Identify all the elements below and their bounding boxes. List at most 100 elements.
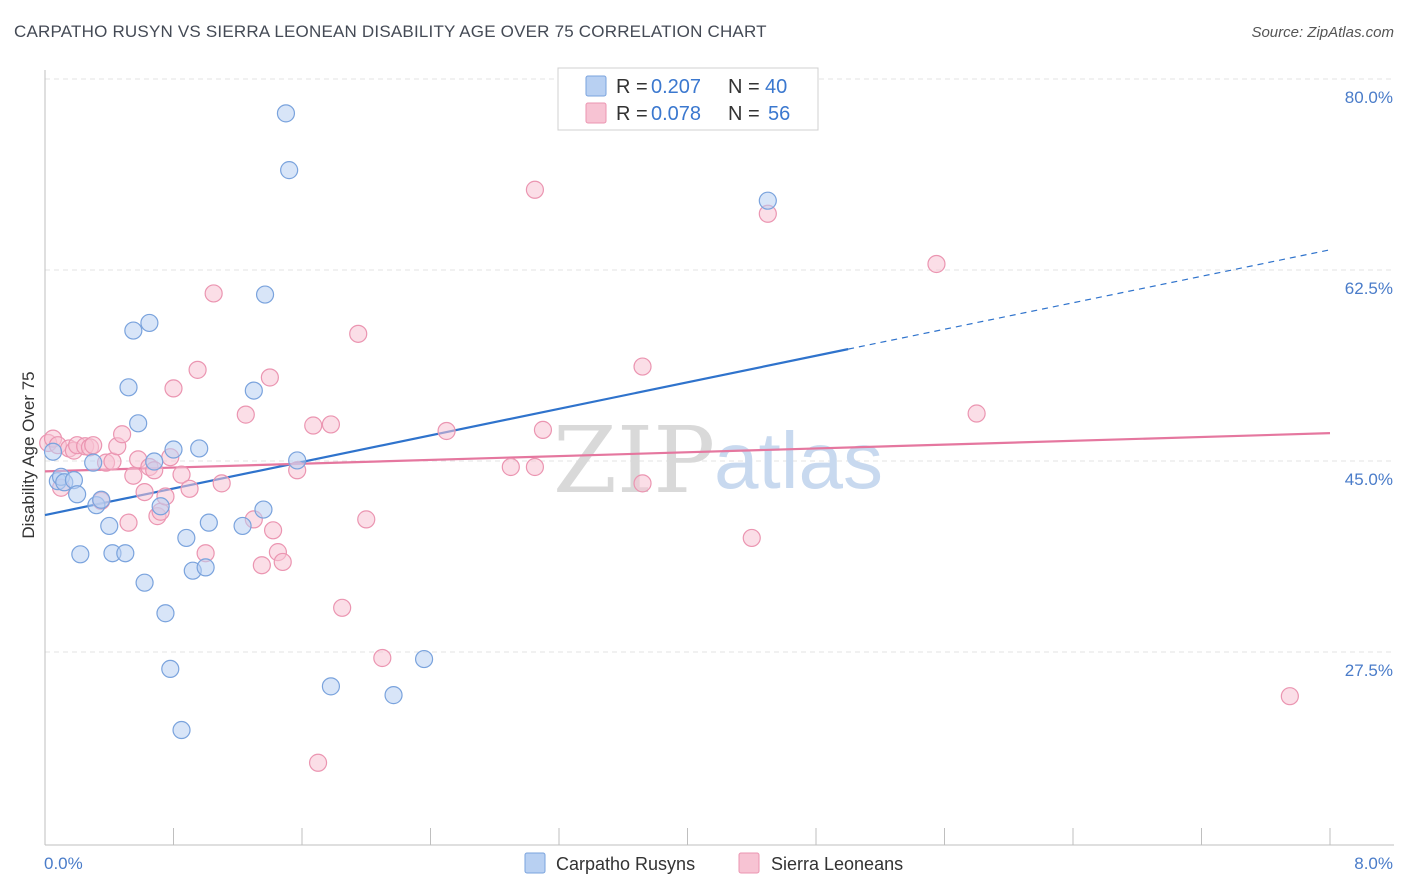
source-credit: Source: ZipAtlas.com (1251, 24, 1394, 41)
chart-title: CARPATHO RUSYN VS SIERRA LEONEAN DISABIL… (14, 22, 767, 41)
sierra-point (180, 479, 199, 498)
sierra-trend-line (44, 432, 1331, 473)
y-tick-label: 62.5% (1345, 279, 1393, 298)
series-legend-label-carpatho: Carpatho Rusyns (556, 854, 695, 874)
y-axis-label: Disability Age Over 75 (19, 371, 38, 538)
sierra-point (273, 552, 292, 572)
carpatho-point (172, 720, 191, 740)
carpatho-trend-extrapolation (848, 249, 1331, 350)
carpatho-point (100, 516, 119, 536)
sierra-point (742, 528, 761, 548)
series-legend-swatch-sierra (738, 852, 760, 874)
carpatho-point (190, 439, 209, 458)
carpatho-point (276, 104, 296, 123)
carpatho-point (384, 686, 403, 705)
carpatho-point (254, 500, 273, 519)
legend-r-value-1: 0.207 (651, 76, 701, 98)
watermark-atlas: atlas (714, 416, 883, 505)
legend-n-label-2: N = (728, 103, 760, 125)
legend-r-value-2: 0.078 (651, 103, 701, 125)
legend-r-label-2: R = (616, 103, 648, 125)
sierra-point (437, 421, 456, 441)
x-tick-label-min: 0.0% (44, 854, 83, 873)
sierra-point (373, 648, 392, 668)
axes (44, 70, 1394, 846)
sierra-point (304, 416, 323, 435)
sierra-point (212, 474, 231, 493)
carpatho-point (196, 558, 215, 577)
sierra-point (349, 324, 368, 343)
sierra-point (525, 457, 545, 477)
carpatho-point (43, 442, 63, 461)
sierra-point (103, 452, 122, 471)
sierra-point (260, 368, 279, 387)
grid-lines (45, 78, 1394, 653)
sierra-point (1280, 687, 1299, 706)
carpatho-point (68, 485, 87, 504)
carpatho-point (124, 321, 143, 340)
sierra-point (172, 465, 191, 484)
carpatho-point (280, 161, 299, 180)
sierra-point (308, 753, 328, 772)
carpatho-point (758, 191, 777, 210)
sierra-point (967, 404, 986, 423)
sierra-point (333, 598, 352, 617)
carpatho-point (156, 604, 175, 623)
sierra-point (533, 420, 553, 439)
sierra-point (525, 180, 545, 199)
series-legend-swatch-carpatho (524, 852, 546, 874)
sierra-point (135, 482, 154, 502)
sierra-point (633, 474, 652, 493)
sierra-point (84, 436, 103, 455)
sierra-point (164, 379, 183, 398)
y-tick-label: 45.0% (1345, 470, 1393, 489)
series-legend-label-sierra: Sierra Leoneans (771, 854, 903, 874)
carpatho-point (177, 528, 196, 548)
legend-r-label-1: R = (616, 76, 648, 98)
carpatho-point (164, 440, 183, 459)
sierra-point (321, 415, 341, 434)
carpatho-point (145, 452, 164, 471)
x-tick-label-max: 8.0% (1354, 854, 1393, 873)
watermark: ZIP atlas (553, 407, 883, 514)
sierra-point (124, 466, 143, 485)
carpatho-point (414, 649, 434, 669)
legend-swatch-sierra (585, 102, 607, 124)
sierra-point (633, 357, 652, 376)
carpatho-point (116, 544, 135, 563)
sierra-point (236, 405, 255, 424)
legend-n-label-1: N = (728, 76, 760, 98)
series-legend: Carpatho Rusyns Sierra Leoneans (524, 852, 903, 874)
carpatho-point (119, 378, 138, 397)
tick-labels: 27.5% 45.0% 62.5% 80.0% 0.0% 8.0% (44, 88, 1393, 873)
sierra-point (252, 556, 271, 575)
carpatho-point (151, 497, 170, 516)
stats-legend: R = 0.207 N = 40 R = 0.078 N = 56 (557, 67, 819, 131)
sierra-point (204, 284, 223, 303)
y-tick-label: 27.5% (1345, 661, 1393, 680)
carpatho-point (135, 573, 154, 592)
legend-swatch-carpatho (585, 75, 607, 97)
carpatho-point (140, 313, 159, 333)
sierra-point (119, 513, 138, 532)
carpatho-point (288, 451, 307, 470)
carpatho-point (129, 414, 148, 433)
legend-n-value-1: 40 (765, 76, 787, 98)
sierra-point (501, 457, 520, 477)
sierra-point (112, 425, 132, 444)
legend-n-value-2: 56 (768, 103, 790, 125)
carpatho-point (161, 659, 180, 679)
carpatho-point (199, 513, 218, 532)
carpatho-point (84, 453, 103, 472)
carpatho-point (71, 545, 90, 564)
carpatho-point (92, 490, 111, 509)
carpatho-point (255, 285, 275, 304)
sierra-point (927, 254, 946, 274)
y-tick-label: 80.0% (1345, 88, 1393, 107)
watermark-zip: ZIP (553, 407, 715, 514)
carpatho-point (244, 381, 263, 400)
sierra-point (188, 360, 207, 379)
carpatho-point (233, 516, 252, 536)
sierra-point (357, 510, 376, 529)
